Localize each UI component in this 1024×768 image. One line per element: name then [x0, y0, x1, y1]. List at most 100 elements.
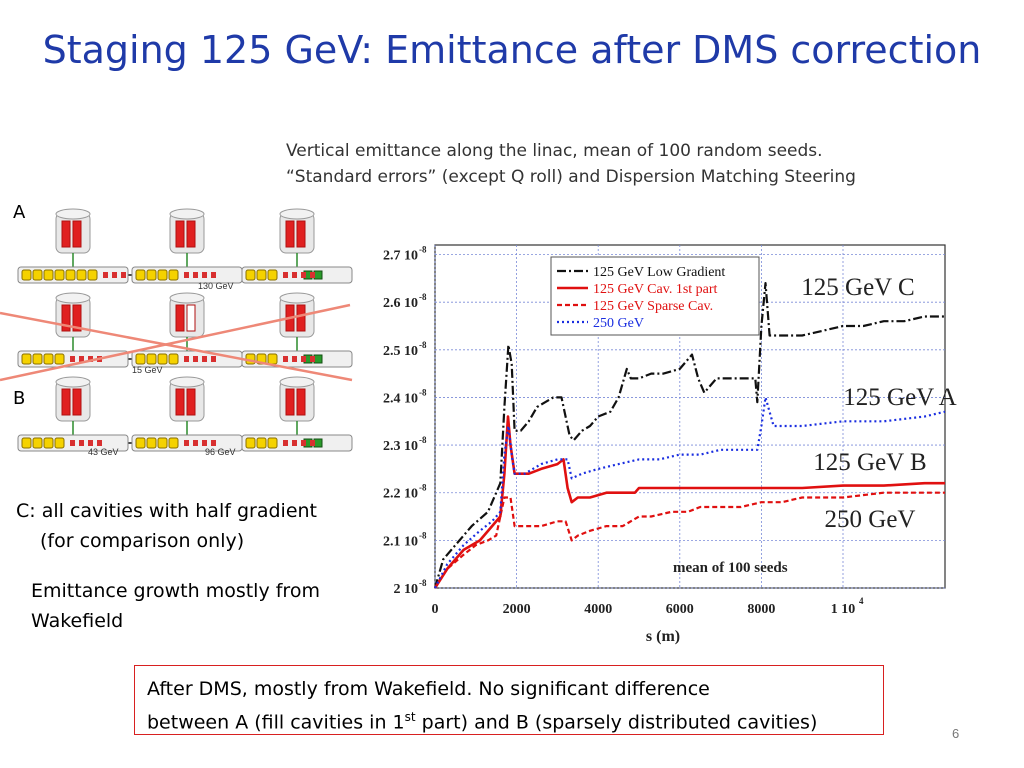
slide-title: Staging 125 GeV: Emittance after DMS cor… — [42, 28, 982, 72]
x-tick-label: 2000 — [503, 602, 531, 617]
cavity — [168, 269, 179, 281]
quad-magnet — [202, 440, 207, 446]
klystron — [175, 304, 185, 332]
cryostat-cap — [55, 376, 91, 388]
cavity — [157, 437, 168, 449]
row3-energy-label-right: 96 GeV — [205, 447, 236, 457]
series-line-2 — [434, 491, 945, 589]
klystron — [186, 388, 196, 416]
legend-entry: 125 GeV Low Gradient — [593, 265, 725, 280]
klystron — [61, 304, 71, 332]
cavity — [54, 269, 65, 281]
summary-line-2: between A (fill cavities in 1st part) an… — [147, 703, 871, 736]
y-tick-exponent: -8 — [419, 245, 427, 255]
quad-magnet — [193, 440, 198, 446]
cavity — [267, 353, 278, 365]
note-growth-line-1: Emittance growth mostly from — [31, 580, 320, 602]
cavity — [146, 353, 157, 365]
quad-magnet — [301, 440, 306, 446]
quad-magnet — [88, 440, 93, 446]
klystron — [72, 304, 82, 332]
quad-magnet — [211, 272, 216, 278]
y-tick-label: 2 10 — [394, 582, 419, 597]
quad-magnet — [121, 272, 126, 278]
quad-magnet — [202, 272, 207, 278]
summary-superscript: st — [404, 710, 416, 724]
note-c-line-2: (for comparison only) — [40, 530, 245, 552]
cavity-green — [313, 354, 323, 364]
legend-entry: 125 GeV Cav. 1st part — [593, 282, 718, 297]
quad-magnet — [184, 440, 189, 446]
quad-magnet — [70, 440, 75, 446]
cavity — [43, 353, 54, 365]
klystron — [175, 388, 185, 416]
cavity — [245, 437, 256, 449]
y-tick-label: 2.7 10 — [383, 249, 418, 264]
cavity — [256, 437, 267, 449]
cavity — [267, 269, 278, 281]
klystron — [296, 304, 306, 332]
klystron — [296, 220, 306, 248]
cavity — [43, 269, 54, 281]
x-tick-label: 1 10 — [831, 602, 856, 617]
cryostat-cap — [169, 292, 205, 304]
cavity — [54, 353, 65, 365]
cavity — [54, 437, 65, 449]
series-line-3 — [434, 396, 946, 589]
quad-magnet — [292, 272, 297, 278]
cavity-green — [313, 438, 323, 448]
quad-magnet — [202, 356, 207, 362]
caption-line-1: Vertical emittance along the linac, mean… — [286, 141, 823, 161]
note-c-line-1: C: all cavities with half gradient — [16, 500, 317, 522]
x-tick-label: 0 — [432, 602, 439, 617]
series-line-0 — [433, 282, 945, 589]
x-tick-label: 8000 — [747, 602, 775, 617]
cryostat-cap — [279, 292, 315, 304]
cavity — [135, 437, 146, 449]
quad-magnet — [292, 440, 297, 446]
summary-line-2a: between A (fill cavities in 1 — [147, 711, 405, 734]
quad-magnet — [103, 272, 108, 278]
cavity-green — [313, 270, 323, 280]
row3-energy-label-left: 43 GeV — [88, 447, 119, 457]
quad-magnet — [310, 440, 315, 446]
y-tick-exponent: -8 — [419, 435, 427, 445]
quad-magnet — [310, 272, 315, 278]
klystron — [186, 220, 196, 248]
cavity — [32, 353, 43, 365]
cavity — [267, 437, 278, 449]
cavity — [65, 269, 76, 281]
klystron — [61, 220, 71, 248]
quad-magnet — [184, 272, 189, 278]
cavity — [76, 269, 87, 281]
cavity — [21, 353, 32, 365]
series-end-label: 125 GeV B — [813, 449, 926, 476]
quad-magnet — [79, 440, 84, 446]
cross-line — [0, 311, 353, 382]
y-tick-exponent: -8 — [419, 387, 427, 397]
cavity — [21, 437, 32, 449]
y-tick-exponent: -8 — [419, 292, 427, 302]
emittance-chart: 2 10 -82.1 10 -82.2 10 -82.3 10 -82.4 10 -82.… — [383, 244, 957, 645]
cavity — [43, 437, 54, 449]
y-tick-exponent: -8 — [419, 578, 427, 588]
klystron — [285, 388, 295, 416]
cryostat-cap — [279, 376, 315, 388]
caption-line-2: “Standard errors” (except Q roll) and Di… — [286, 167, 856, 187]
cavity — [157, 353, 168, 365]
series-end-label: 125 GeV A — [843, 384, 956, 411]
legend-entry: 250 GeV — [593, 316, 644, 331]
note-growth-line-2: Wakefield — [31, 610, 124, 632]
quad-magnet — [193, 272, 198, 278]
cavity — [32, 437, 43, 449]
cavity — [245, 269, 256, 281]
quad-magnet — [112, 272, 117, 278]
note-growth: Emittance growth mostly from Wakefield — [31, 576, 320, 636]
legend-box — [550, 256, 760, 336]
row1-energy-label: 130 GeV — [198, 281, 234, 291]
y-tick-label: 2.5 10 — [383, 344, 418, 359]
quad-magnet — [301, 272, 306, 278]
y-tick-label: 2.4 10 — [383, 391, 418, 406]
quad-magnet — [283, 440, 288, 446]
cavity — [168, 353, 179, 365]
